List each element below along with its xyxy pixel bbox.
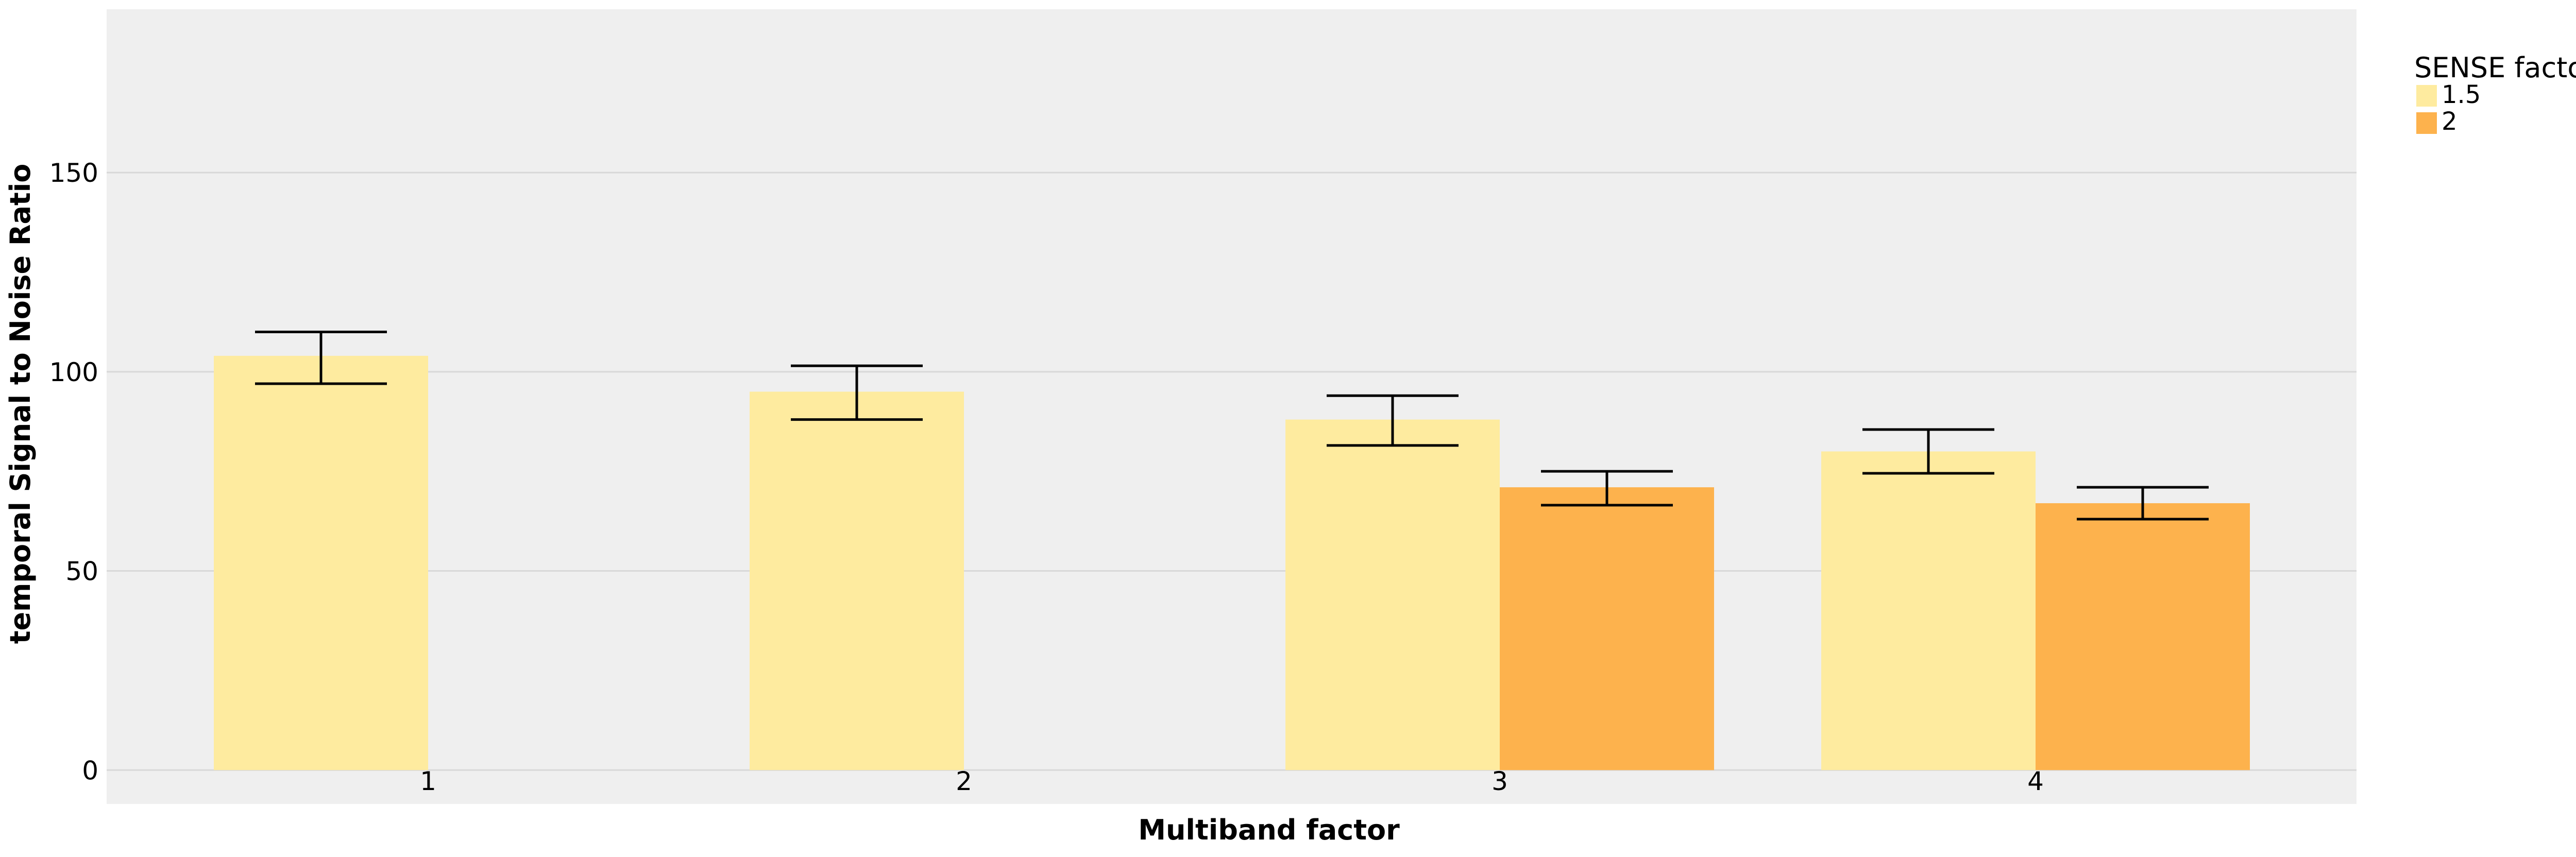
y-axis-label: temporal Signal to Noise Ratio	[4, 164, 37, 644]
legend-swatch-sense-2	[2416, 112, 2437, 134]
bars-layer	[214, 355, 2250, 770]
legend-label-sense-2: 2	[2442, 107, 2458, 136]
x-tick-label-3: 3	[1492, 766, 1508, 796]
error-bars-layer	[255, 330, 2209, 521]
y-tick-label-50: 50	[65, 557, 98, 587]
bar-mb4-sense-2	[2036, 503, 2250, 770]
legend-title: SENSE factor	[2414, 52, 2576, 84]
legend: SENSE factor 1.5 2	[2414, 52, 2576, 136]
x-tick-label-1: 1	[420, 766, 436, 796]
bar-mb1-sense-1-5	[214, 355, 428, 770]
bar-mb4-sense-1-5	[1821, 451, 2036, 770]
y-tick-label-0: 0	[82, 756, 98, 785]
bar-mb3-sense-2	[1500, 487, 1714, 770]
x-tick-label-2: 2	[956, 766, 972, 796]
y-axis-tick-labels: 0 50 100 150	[49, 158, 98, 785]
bar-mb3-sense-1-5	[1285, 419, 1500, 770]
legend-label-sense-1-5: 1.5	[2442, 80, 2481, 109]
bar-mb2-sense-1-5	[750, 391, 964, 770]
legend-swatch-sense-1-5	[2416, 85, 2437, 107]
y-tick-label-150: 150	[49, 158, 98, 188]
x-axis-tick-labels: 1 2 3 4	[420, 766, 2044, 796]
y-tick-label-100: 100	[49, 357, 98, 387]
x-axis-label: Multiband factor	[1138, 814, 1400, 846]
x-tick-label-4: 4	[2027, 766, 2044, 796]
